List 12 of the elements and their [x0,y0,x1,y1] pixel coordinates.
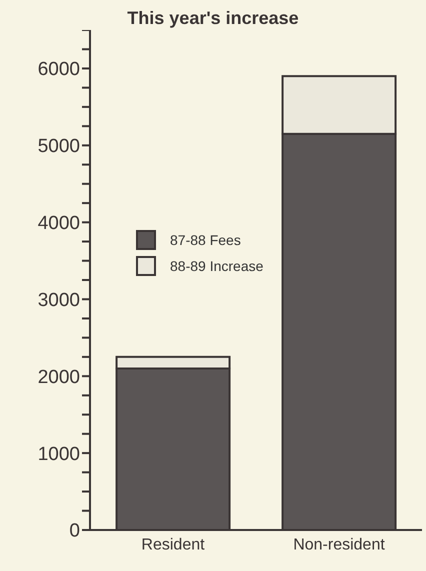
legend-label: 87-88 Fees [170,232,241,248]
y-tick-label: 0 [69,520,80,542]
legend-label: 88-89 Increase [170,258,264,274]
y-tick-label: 4000 [38,213,80,234]
y-tick-label: 3000 [38,290,80,311]
x-tick-label: Resident [141,536,206,554]
x-tick-label: Non-resident [293,536,386,554]
y-tick-label: 6000 [38,59,80,80]
y-tick-label: 2000 [38,366,80,388]
y-tick-label: 5000 [38,136,80,158]
y-tick-label: 1000 [38,444,80,465]
chart-title: This year's increase [126,8,300,29]
